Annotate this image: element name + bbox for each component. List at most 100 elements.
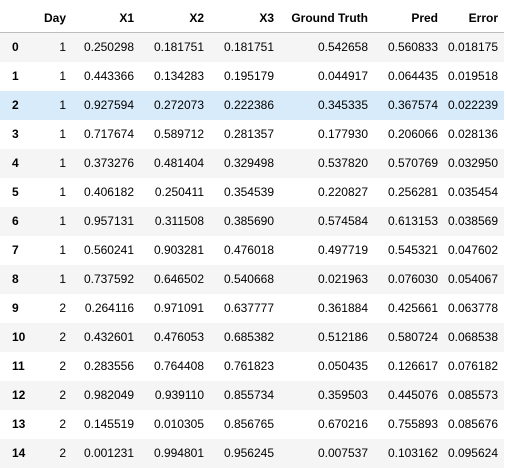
table-cell: 0.613153 xyxy=(387,214,438,228)
table-row[interactable]: 6 1 0.957131 0.311508 0.385690 0.574584 0.6131… xyxy=(0,206,504,236)
table-cell: 0.044917 xyxy=(317,69,368,83)
row-index: 4 xyxy=(12,156,19,170)
table-cell: 0.971091 xyxy=(153,301,204,315)
table-row[interactable]: 3 1 0.717674 0.589712 0.281357 0.177930 0.2060… xyxy=(0,120,504,149)
table-cell: 0.007537 xyxy=(317,446,368,460)
table-cell: 0.406182 xyxy=(83,185,134,199)
table-cell: 0.359503 xyxy=(317,388,368,402)
table-cell: 0.637777 xyxy=(223,301,274,315)
table-cell: 0.145519 xyxy=(83,417,134,431)
table-cell: 0.994801 xyxy=(153,446,204,460)
table-cell: 0.001231 xyxy=(83,446,134,460)
table-cell: 0.737592 xyxy=(83,272,134,286)
table-row[interactable]: 7 1 0.560241 0.903281 0.476018 0.497719 0.5453… xyxy=(0,236,504,265)
dataframe-table: Day X1 X2 X3 Ground Truth Pred Error 0 1 0.25029… xyxy=(0,4,504,468)
table-cell: 2 xyxy=(59,388,66,402)
table-cell: 1 xyxy=(59,98,66,112)
row-index: 12 xyxy=(12,388,26,402)
table-row[interactable]: 4 1 0.373276 0.481404 0.329498 0.537820 0.5707… xyxy=(0,148,504,178)
table-cell: 0.329498 xyxy=(223,156,274,170)
table-cell: 0.589712 xyxy=(153,127,204,141)
table-cell: 0.085676 xyxy=(447,417,498,431)
table-cell: 1 xyxy=(59,243,66,257)
table-cell: 0.181751 xyxy=(153,40,204,55)
table-cell: 0.385690 xyxy=(223,214,274,228)
table-cell: 1 xyxy=(59,272,66,286)
table-cell: 0.855734 xyxy=(223,388,274,402)
table-cell: 0.222386 xyxy=(223,98,274,112)
table-cell: 0.764408 xyxy=(153,359,204,373)
table-cell: 0.354539 xyxy=(223,185,274,199)
table-cell: 0.085573 xyxy=(447,388,498,402)
row-index: 3 xyxy=(12,127,19,141)
table-cell: 0.010305 xyxy=(153,417,204,431)
table-cell: 0.537820 xyxy=(317,156,368,170)
table-cell: 0.250411 xyxy=(154,185,204,199)
row-index: 6 xyxy=(12,214,19,228)
table-cell: 0.032950 xyxy=(447,156,498,170)
table-cell: 0.076030 xyxy=(387,272,438,286)
table-cell: 0.054067 xyxy=(447,272,498,286)
table-cell: 0.373276 xyxy=(83,156,134,170)
table-cell: 0.050435 xyxy=(317,359,368,373)
row-index: 13 xyxy=(12,417,26,431)
table-row[interactable]: 9 2 0.264116 0.971091 0.637777 0.361884 0.4256… xyxy=(0,294,504,323)
table-row[interactable]: 12 2 0.982049 0.939110 0.855734 0.359503 0.445… xyxy=(0,380,504,410)
table-row[interactable]: 8 1 0.737592 0.646502 0.540668 0.021963 0.0760… xyxy=(0,264,504,294)
table-cell: 0.018175 xyxy=(447,40,498,55)
table-cell: 0.095624 xyxy=(447,446,498,460)
table-cell: 0.361884 xyxy=(317,301,368,315)
column-header: X2 xyxy=(140,4,210,33)
table-cell: 0.545321 xyxy=(387,243,438,257)
table-cell: 1 xyxy=(59,185,66,199)
table-row[interactable]: 13 2 0.145519 0.010305 0.856765 0.670216 0.755… xyxy=(0,410,504,439)
table-cell: 0.076182 xyxy=(447,359,498,373)
table-cell: 1 xyxy=(59,127,66,141)
table-row[interactable]: 11 2 0.283556 0.764408 0.761823 0.050435 0.126… xyxy=(0,352,504,381)
table-cell: 0.038569 xyxy=(447,214,498,228)
table-cell: 0.560241 xyxy=(83,243,134,257)
table-cell: 0.195179 xyxy=(223,69,274,83)
row-index: 7 xyxy=(12,243,19,257)
table-row[interactable]: 2 1 0.927594 0.272073 0.222386 0.345335 0.3675… xyxy=(0,90,504,120)
table-cell: 0.064435 xyxy=(387,69,438,83)
table-cell: 2 xyxy=(59,417,66,431)
table-cell: 0.646502 xyxy=(153,272,204,286)
row-index: 0 xyxy=(12,40,19,55)
table-cell: 1 xyxy=(59,214,66,228)
table-header: Day X1 X2 X3 Ground Truth Pred Error xyxy=(0,4,504,33)
table-cell: 0.367574 xyxy=(387,98,438,112)
row-index: 14 xyxy=(12,446,26,460)
table-body: 0 1 0.250298 0.181751 0.181751 0.542658 0.5608… xyxy=(0,32,504,468)
table-cell: 0.264116 xyxy=(84,301,134,315)
table-row[interactable]: 1 1 0.443366 0.134283 0.195179 0.044917 0.0644… xyxy=(0,62,504,91)
table-cell: 0.903281 xyxy=(153,243,204,257)
table-row[interactable]: 5 1 0.406182 0.250411 0.354539 0.220827 0.2562… xyxy=(0,178,504,207)
table-cell: 0.512186 xyxy=(317,330,368,344)
table-cell: 0.542658 xyxy=(317,40,368,55)
column-header: Error xyxy=(444,4,504,33)
table-row[interactable]: 14 2 0.001231 0.994801 0.956245 0.007537 0.103… xyxy=(0,438,504,468)
table-cell: 0.281357 xyxy=(223,127,274,141)
table-cell: 0.063778 xyxy=(447,301,498,315)
row-index: 11 xyxy=(12,359,25,373)
table-cell: 0.570769 xyxy=(387,156,438,170)
header-row: Day X1 X2 X3 Ground Truth Pred Error xyxy=(0,4,504,33)
table-cell: 0.425661 xyxy=(387,301,438,315)
table-row[interactable]: 0 1 0.250298 0.181751 0.181751 0.542658 0.5608… xyxy=(0,32,504,62)
table-cell: 0.670216 xyxy=(317,417,368,431)
table-cell: 0.717674 xyxy=(83,127,134,141)
index-header xyxy=(0,4,32,33)
table-cell: 0.761823 xyxy=(223,359,274,373)
table-cell: 0.206066 xyxy=(387,127,438,141)
table-cell: 0.126617 xyxy=(387,359,438,373)
table-cell: 0.939110 xyxy=(154,388,204,402)
table-cell: 0.685382 xyxy=(223,330,274,344)
table-cell: 0.068538 xyxy=(447,330,498,344)
table-cell: 0.476053 xyxy=(153,330,204,344)
table-row[interactable]: 10 2 0.432601 0.476053 0.685382 0.512186 0.580… xyxy=(0,322,504,352)
table-cell: 0.134283 xyxy=(153,69,204,83)
table-cell: 1 xyxy=(59,69,66,83)
table-cell: 0.311508 xyxy=(154,214,204,228)
